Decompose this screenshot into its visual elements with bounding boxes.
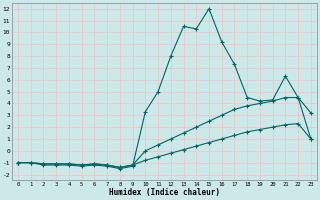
X-axis label: Humidex (Indice chaleur): Humidex (Indice chaleur) <box>109 188 220 197</box>
